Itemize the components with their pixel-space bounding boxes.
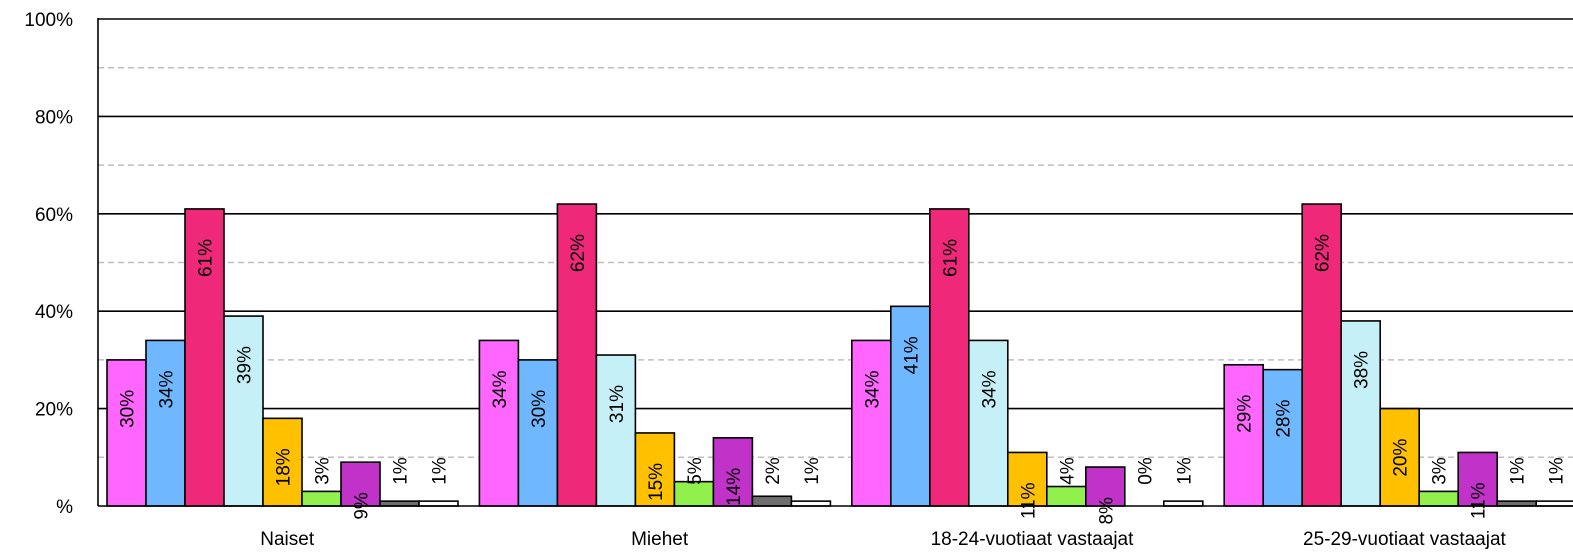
bar [889, 305, 931, 507]
bar-value-label: 20% [1391, 438, 1412, 476]
bar [1457, 451, 1498, 507]
bar-value-label: 1% [1547, 457, 1568, 485]
bar [262, 417, 303, 507]
bar-value-label: 30% [529, 390, 550, 428]
bar-value-label: 4% [1057, 457, 1078, 485]
bar [517, 359, 559, 507]
bar [1379, 407, 1420, 507]
bar-value-label: 2% [763, 457, 784, 485]
bar-value-label: 0% [1135, 457, 1156, 485]
y-tick-label: 80% [35, 107, 73, 128]
bars [106, 203, 1573, 507]
bar [184, 208, 225, 507]
bar-value-label: 1% [430, 457, 451, 485]
bar-value-label: 1% [802, 457, 823, 485]
bar-value-label: 1% [391, 457, 412, 485]
bar [478, 339, 520, 507]
y-tick-label: 20% [35, 400, 73, 421]
bar [340, 461, 381, 507]
bar-value-label: 61% [940, 239, 961, 277]
bar-value-label: 41% [901, 336, 922, 374]
y-tick-label: 40% [35, 302, 73, 323]
bar [1223, 363, 1264, 507]
y-tick-label: 60% [35, 205, 73, 226]
bar [928, 208, 970, 507]
bar-value-label: 39% [235, 346, 256, 384]
bar-value-label: 61% [196, 239, 217, 277]
bar-value-label: 14% [724, 468, 745, 506]
x-category-label: Miehet [631, 529, 689, 550]
bar [1085, 466, 1126, 507]
bar-value-label: 15% [646, 463, 667, 501]
bar-value-label: 8% [1096, 497, 1117, 525]
bar [712, 437, 754, 507]
axes: % 20% 40% 60% 80% 100% Naiset Miehet 18-24-vuoti… [24, 10, 1573, 550]
y-tick-label: % [56, 497, 73, 518]
x-category-label: 18-24-vuotiaat vastaajat [931, 529, 1135, 550]
bar-value-label: 11% [1018, 482, 1039, 519]
bar [145, 339, 186, 507]
bar-value-label: 34% [862, 370, 883, 408]
bar-value-label: 34% [157, 370, 178, 408]
bar [634, 432, 676, 507]
bar-value-label: 34% [490, 370, 511, 408]
bar [1301, 203, 1342, 507]
y-tick-label: 100% [24, 10, 73, 31]
bar-value-label: 18% [274, 448, 295, 486]
bar-value-label: 38% [1352, 351, 1373, 389]
bar [106, 359, 147, 507]
x-category-label: Naiset [260, 529, 315, 550]
bar-value-label: 1% [1174, 457, 1195, 485]
bar-value-label: 1% [1508, 457, 1529, 485]
bar [967, 339, 1009, 507]
bar [1006, 451, 1048, 507]
bar [301, 490, 342, 507]
bar [850, 339, 892, 507]
bar-value-label: 34% [979, 370, 1000, 408]
bar-value-label: 62% [1313, 234, 1334, 272]
data-labels: 30%34%61%39%18% 3%9%1% 1%34%30%62%31%15% 5%… [118, 234, 1568, 525]
bar-value-label: 29% [1235, 395, 1256, 433]
bar-value-label: 3% [313, 457, 334, 485]
bar-value-label: 28% [1274, 400, 1295, 438]
bar [1046, 485, 1087, 507]
bar [223, 315, 264, 507]
bar-value-label: 30% [118, 390, 139, 428]
bar-value-label: 11% [1469, 482, 1490, 519]
bar-value-label: 31% [607, 385, 628, 423]
bar [556, 203, 598, 507]
bar [595, 354, 637, 507]
x-category-label: 25-29-vuotiaat vastaajat [1303, 529, 1507, 550]
bar [1418, 490, 1459, 507]
bar [1340, 320, 1381, 507]
bar-value-label: 62% [568, 234, 589, 272]
bar [751, 495, 793, 507]
bar-value-label: 5% [685, 457, 706, 485]
bar-value-label: 3% [1430, 457, 1451, 485]
